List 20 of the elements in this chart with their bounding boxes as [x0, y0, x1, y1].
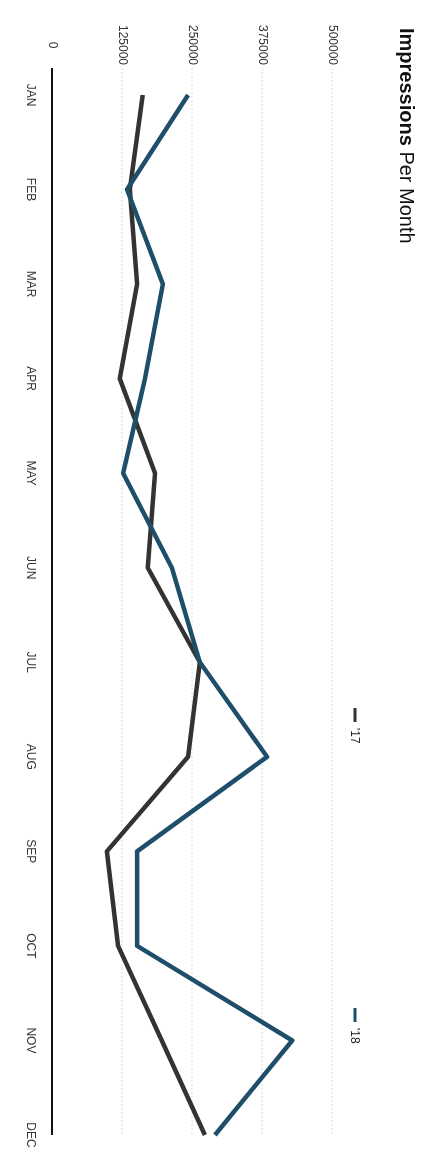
y-tick-label: SEP — [23, 839, 38, 864]
y-tick-label: FEB — [23, 177, 38, 202]
x-tick-label: 125000 — [115, 24, 130, 66]
text: Impressions Per Month — [396, 28, 418, 244]
y-tick-label: APR — [23, 366, 38, 392]
y-tick-label: MAY — [23, 460, 38, 486]
x-tick-label: 0 — [45, 41, 60, 49]
y-tick-label: DEC — [23, 1122, 38, 1148]
y-tick-label: JAN — [23, 83, 38, 107]
y-tick-label: AUG — [23, 743, 38, 770]
x-tick-label: 250000 — [185, 24, 200, 66]
legend-label: '17 — [348, 728, 362, 744]
y-tick-label: JUN — [23, 556, 38, 580]
y-tick-label: MAR — [23, 270, 38, 298]
y-tick-label: NOV — [23, 1027, 38, 1054]
y-tick-label: JUL — [23, 651, 38, 674]
legend-label: '18 — [348, 1028, 362, 1044]
x-tick-label: 500000 — [325, 24, 340, 66]
y-tick-label: OCT — [23, 933, 38, 960]
x-tick-label: 375000 — [255, 24, 270, 66]
